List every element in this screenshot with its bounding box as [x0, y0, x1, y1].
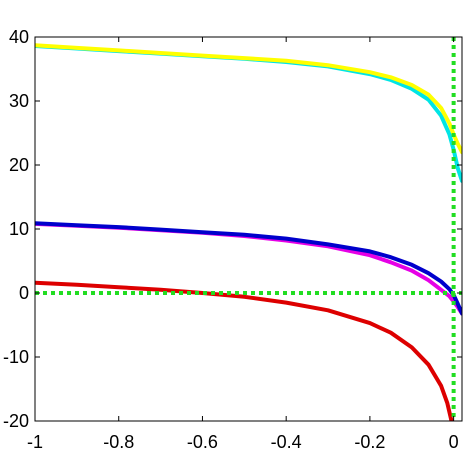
- y-tick-label: 0: [19, 283, 29, 303]
- y-tick-label: 20: [9, 155, 29, 175]
- y-tick-label: -20: [3, 411, 29, 431]
- series-line-2: [35, 43, 462, 155]
- axis-ticks: -1 -0.8 -0.6 -0.4 -0.2 0 -20 -10 0 10 20 30 40: [3, 27, 462, 452]
- reference-lines: [35, 37, 462, 421]
- x-tick-label: -0.8: [103, 432, 134, 452]
- y-tick-label: 30: [9, 91, 29, 111]
- x-tick-label: -0.2: [354, 432, 385, 452]
- series-line-3: [35, 221, 462, 316]
- x-tick-label: -0.4: [271, 432, 302, 452]
- y-tick-label: 10: [9, 219, 29, 239]
- x-tick-label: -0.6: [187, 432, 218, 452]
- x-tick-label: 0: [449, 432, 459, 452]
- y-tick-label: -10: [3, 347, 29, 367]
- x-tick-label: -1: [27, 432, 43, 452]
- series-line-4: [35, 221, 462, 316]
- series-layer: [35, 43, 462, 421]
- series-line-1: [35, 44, 462, 183]
- plot-frame: [34, 36, 463, 422]
- series-line-5: [35, 280, 454, 421]
- y-tick-label: 40: [9, 27, 29, 47]
